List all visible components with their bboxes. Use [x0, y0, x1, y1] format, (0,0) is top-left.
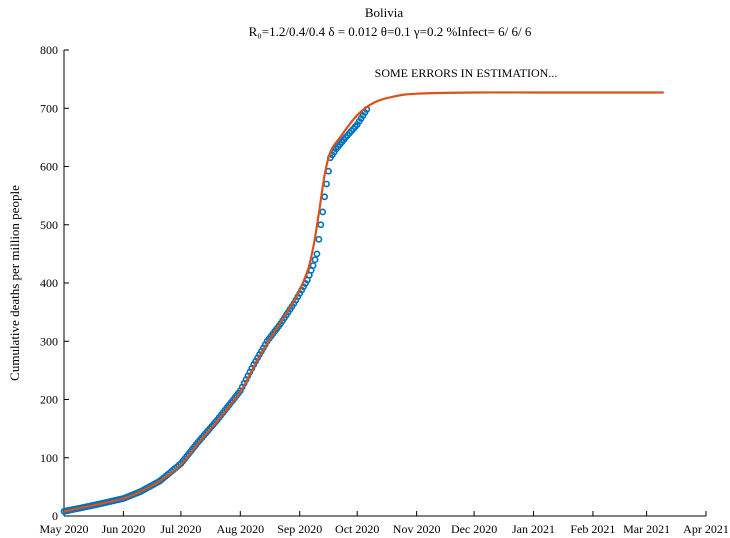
y-axis-label: Cumulative deaths per million people	[7, 185, 22, 381]
x-tick-label: Feb 2021	[570, 522, 615, 536]
x-tick-label: Jan 2021	[512, 522, 555, 536]
observed-point	[315, 235, 323, 243]
chart-title: Bolivia	[365, 5, 404, 20]
observed-series	[60, 106, 371, 515]
x-tick-label: Jun 2020	[102, 522, 146, 536]
x-tick-label: Oct 2020	[335, 522, 379, 536]
observed-point	[319, 208, 327, 216]
y-tick-label: 500	[40, 218, 58, 232]
observed-point	[323, 180, 330, 188]
x-tick-label: Aug 2020	[216, 522, 264, 536]
observed-point	[311, 256, 319, 264]
y-tick-label: 800	[40, 43, 58, 57]
x-tick-label: Apr 2021	[683, 522, 729, 536]
x-tick-label: Mar 2021	[623, 522, 670, 536]
chart-subtitle: R₀=1.2/0.4/0.4 δ = 0.012 θ=0.1 γ=0.2 %In…	[249, 24, 532, 39]
x-ticks: May 2020 Jun 2020 Jul 2020 Aug 2020 Sep 2020…	[40, 511, 729, 536]
observed-point	[309, 262, 317, 269]
x-tick-label: May 2020	[40, 522, 89, 536]
x-tick-label: Nov 2020	[393, 522, 441, 536]
y-tick-label: 100	[40, 451, 58, 465]
y-tick-label: 400	[40, 276, 58, 290]
x-tick-label: Sep 2020	[277, 522, 322, 536]
observed-point	[313, 250, 321, 258]
x-tick-label: Jul 2020	[160, 522, 201, 536]
x-tick-label: Dec 2020	[451, 522, 497, 536]
y-tick-label: 600	[40, 160, 58, 174]
y-tick-label: 300	[40, 334, 58, 348]
model-line	[63, 91, 664, 513]
y-tick-label: 700	[40, 101, 58, 115]
y-tick-label: 200	[40, 393, 58, 407]
y-ticks: 0 100 200 300 400 500 600 700 800	[40, 43, 69, 523]
observed-point	[321, 193, 329, 201]
y-tick-label: 0	[52, 509, 58, 523]
observed-point	[317, 221, 325, 229]
estimation-annotation: SOME ERRORS IN ESTIMATION...	[375, 66, 558, 80]
